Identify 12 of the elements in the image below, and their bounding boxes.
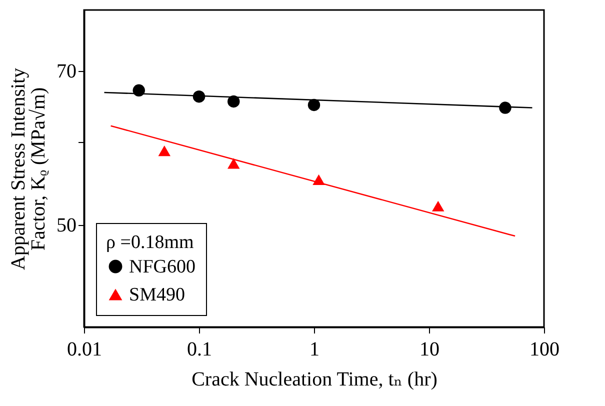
x-tick-label: 1	[310, 338, 320, 360]
y-tick-label: 70	[56, 60, 76, 83]
legend-label: NFG600	[129, 256, 196, 278]
legend-label: SM490	[129, 284, 185, 306]
x-tick-label: 10	[420, 338, 440, 360]
x-tick-label: 0.1	[187, 338, 212, 360]
x-tick-label: 100	[530, 338, 560, 360]
y-tick-label: 50	[56, 214, 76, 236]
y-axis-title: Apparent Stress Intensity Factor, Kᵨ (MPa√m)	[8, 68, 50, 270]
x-axis-title: Crack Nucleation Time, tₙ (hr)	[192, 368, 438, 390]
x-tick-label: 0.01	[67, 338, 102, 360]
legend-title: ρ =0.18mm	[106, 232, 194, 253]
